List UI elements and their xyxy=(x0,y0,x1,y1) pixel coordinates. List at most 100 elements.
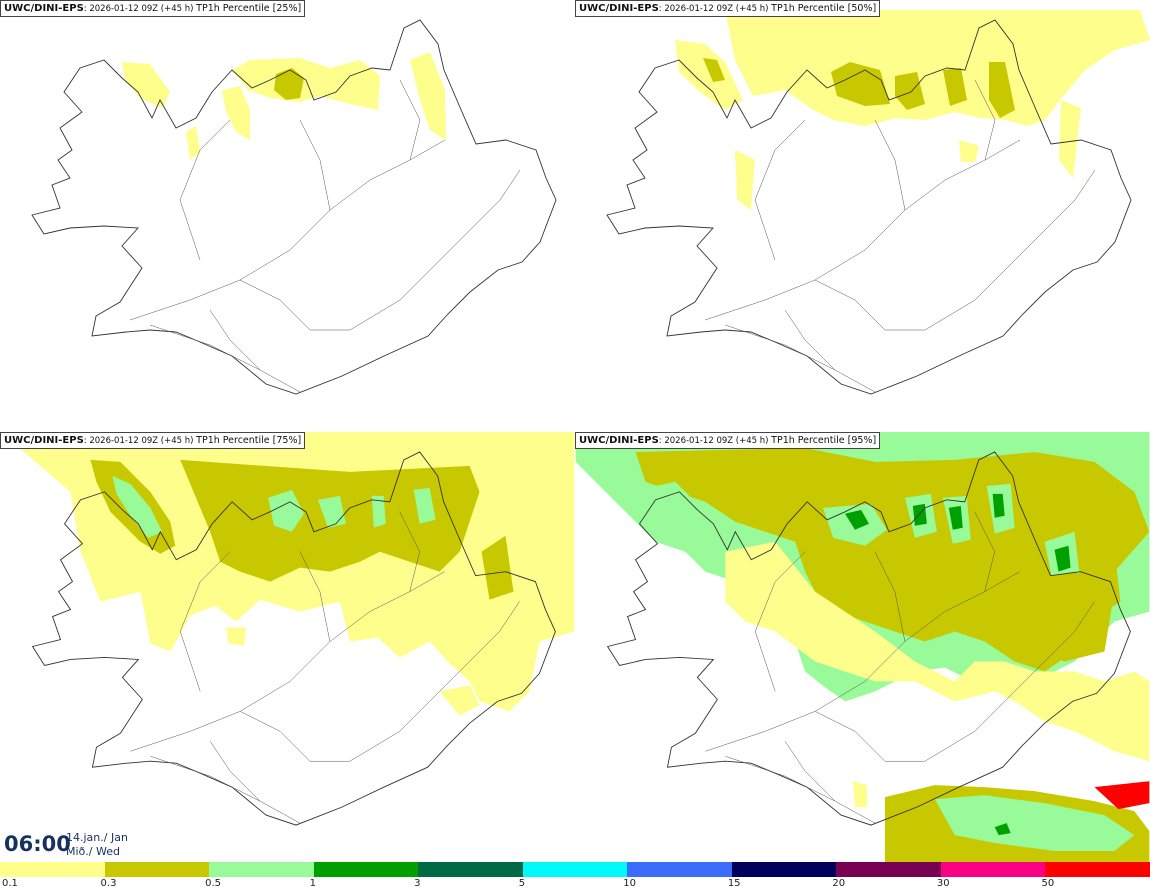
run-info: 2026-01-12 09Z (+45 h) xyxy=(664,436,769,446)
valid-date: 14.jan./ Jan Mið./ Wed xyxy=(66,831,128,859)
legend-swatch xyxy=(522,862,628,877)
legend-swatch xyxy=(0,862,105,877)
legend-swatch xyxy=(418,862,523,877)
precip-area xyxy=(371,495,386,528)
model-name: UWC/DINI-EPS xyxy=(579,435,659,446)
precip-area xyxy=(1014,571,1115,662)
legend-tick: 0.3 xyxy=(100,878,117,889)
precip-area xyxy=(1054,545,1071,572)
precip-area xyxy=(992,493,1005,518)
valid-day-line: Mið./ Wed xyxy=(66,845,120,858)
legend-swatch xyxy=(731,862,837,877)
legend-swatch xyxy=(104,862,210,877)
run-info: 2026-01-12 09Z (+45 h) xyxy=(89,436,194,446)
precip-area xyxy=(413,487,436,524)
road-line xyxy=(209,309,261,371)
panel-title: UWC/DINI-EPS: 2026-01-12 09Z (+45 h) TP1… xyxy=(0,0,306,17)
valid-date-line: 14.jan./ Jan xyxy=(66,831,128,844)
precip-area xyxy=(1059,100,1081,178)
road-line xyxy=(874,119,906,211)
map-panel-p95: UWC/DINI-EPS: 2026-01-12 09Z (+45 h) TP1… xyxy=(575,432,1150,862)
precip-area xyxy=(853,781,867,808)
precip-area xyxy=(959,140,979,162)
precip-area xyxy=(725,541,1150,762)
legend-swatch xyxy=(313,862,419,877)
legend-tick: 1 xyxy=(309,878,316,889)
road-line xyxy=(974,511,995,592)
road-line xyxy=(784,309,836,371)
road-line xyxy=(874,551,906,642)
precip-area xyxy=(122,62,170,108)
precip-area xyxy=(725,10,1150,126)
valid-time-box: 06:00 14.jan./ Jan Mið./ Wed xyxy=(0,828,160,862)
legend-tick: 0.5 xyxy=(205,878,221,889)
color-legend: 0.1 0.3 0.5 1 3 5 10 15 20 30 50 xyxy=(0,862,1150,891)
coastline xyxy=(606,451,1131,826)
model-name: UWC/DINI-EPS xyxy=(579,3,659,14)
road-line xyxy=(724,324,876,393)
legend-swatch xyxy=(209,862,314,877)
road-line xyxy=(239,661,470,762)
model-name: UWC/DINI-EPS xyxy=(4,3,84,14)
road-line xyxy=(179,119,231,261)
road-line xyxy=(725,756,876,824)
precip-area xyxy=(112,475,163,538)
precip-area xyxy=(934,795,1135,852)
precip-area xyxy=(226,627,247,646)
legend-swatch xyxy=(940,862,1046,877)
precip-area xyxy=(222,86,250,140)
map-panel-p25: UWC/DINI-EPS: 2026-01-12 09Z (+45 h) TP1… xyxy=(0,0,575,431)
road-line xyxy=(150,756,301,824)
precip-map xyxy=(606,10,1150,395)
precip-area xyxy=(943,68,967,106)
road-line xyxy=(1044,601,1095,662)
precip-area xyxy=(703,58,725,82)
run-info: 2026-01-12 09Z (+45 h) xyxy=(664,4,769,14)
road-line xyxy=(399,511,420,592)
precip-area xyxy=(831,62,890,106)
road-line xyxy=(754,551,806,692)
panel-title: UWC/DINI-EPS: 2026-01-12 09Z (+45 h) TP1… xyxy=(0,432,306,449)
panel-title: UWC/DINI-EPS: 2026-01-12 09Z (+45 h) TP1… xyxy=(575,432,881,449)
precip-area xyxy=(1094,781,1150,810)
legend-swatch xyxy=(836,862,941,877)
legend-colorbar xyxy=(0,862,1150,877)
precip-area xyxy=(439,685,480,716)
road-line xyxy=(130,571,445,752)
precip-area xyxy=(268,489,304,532)
road-line xyxy=(754,119,806,261)
road-line xyxy=(784,741,836,802)
road-line xyxy=(814,229,1046,331)
road-line xyxy=(974,79,996,161)
legend-tick: 5 xyxy=(518,878,526,889)
precip-area xyxy=(675,40,743,110)
legend-tick: 30 xyxy=(936,878,950,889)
valid-time: 06:00 xyxy=(4,832,71,856)
precip-area xyxy=(845,509,869,530)
road-line xyxy=(299,119,331,211)
map-panel-p75: UWC/DINI-EPS: 2026-01-12 09Z (+45 h) TP1… xyxy=(0,432,575,862)
precip-map xyxy=(31,19,557,395)
road-line xyxy=(704,139,1021,321)
field-label: TP1h Percentile [75%] xyxy=(196,435,302,446)
precip-map xyxy=(575,432,1150,862)
road-line xyxy=(239,229,471,331)
panel-title: UWC/DINI-EPS: 2026-01-12 09Z (+45 h) TP1… xyxy=(575,0,881,17)
legend-tick: 3 xyxy=(414,878,421,889)
road-line xyxy=(399,79,421,161)
legend-swatch xyxy=(627,862,732,877)
field-label: TP1h Percentile [95%] xyxy=(771,435,877,446)
model-name: UWC/DINI-EPS xyxy=(4,435,84,446)
precip-area xyxy=(912,503,927,526)
field-label: TP1h Percentile [25%] xyxy=(196,3,302,14)
road-line xyxy=(129,139,446,321)
run-info: 2026-01-12 09Z (+45 h) xyxy=(89,4,194,14)
precip-area xyxy=(989,62,1015,118)
road-line xyxy=(814,661,1045,762)
legend-ticks: 0.1 0.3 0.5 1 3 5 10 15 20 30 50 xyxy=(0,877,1150,891)
precip-area xyxy=(410,52,446,140)
road-line xyxy=(469,601,520,662)
precip-area xyxy=(994,823,1011,836)
map-panel-p50: UWC/DINI-EPS: 2026-01-12 09Z (+45 h) TP1… xyxy=(575,0,1150,431)
coastline xyxy=(31,451,556,826)
